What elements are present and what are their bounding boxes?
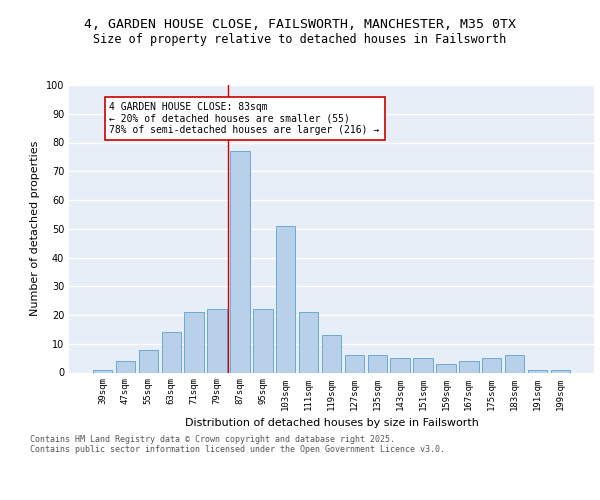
Bar [299,312,319,372]
X-axis label: Distribution of detached houses by size in Failsworth: Distribution of detached houses by size … [185,418,478,428]
Bar [482,358,502,372]
Bar [139,350,158,372]
Bar [116,361,135,372]
Text: Contains HM Land Registry data © Crown copyright and database right 2025.
Contai: Contains HM Land Registry data © Crown c… [30,435,445,454]
Bar [436,364,455,372]
Text: 4 GARDEN HOUSE CLOSE: 83sqm
← 20% of detached houses are smaller (55)
78% of sem: 4 GARDEN HOUSE CLOSE: 83sqm ← 20% of det… [109,102,380,136]
Bar [230,151,250,372]
Bar [161,332,181,372]
Bar [551,370,570,372]
Text: Size of property relative to detached houses in Failsworth: Size of property relative to detached ho… [94,32,506,46]
Bar [344,355,364,372]
Bar [391,358,410,372]
Bar [253,309,272,372]
Bar [368,355,387,372]
Text: 4, GARDEN HOUSE CLOSE, FAILSWORTH, MANCHESTER, M35 0TX: 4, GARDEN HOUSE CLOSE, FAILSWORTH, MANCH… [84,18,516,30]
Bar [505,355,524,372]
Bar [276,226,295,372]
Y-axis label: Number of detached properties: Number of detached properties [30,141,40,316]
Bar [459,361,479,372]
Bar [528,370,547,372]
Bar [93,370,112,372]
Bar [322,335,341,372]
Bar [208,309,227,372]
Bar [413,358,433,372]
Bar [184,312,204,372]
